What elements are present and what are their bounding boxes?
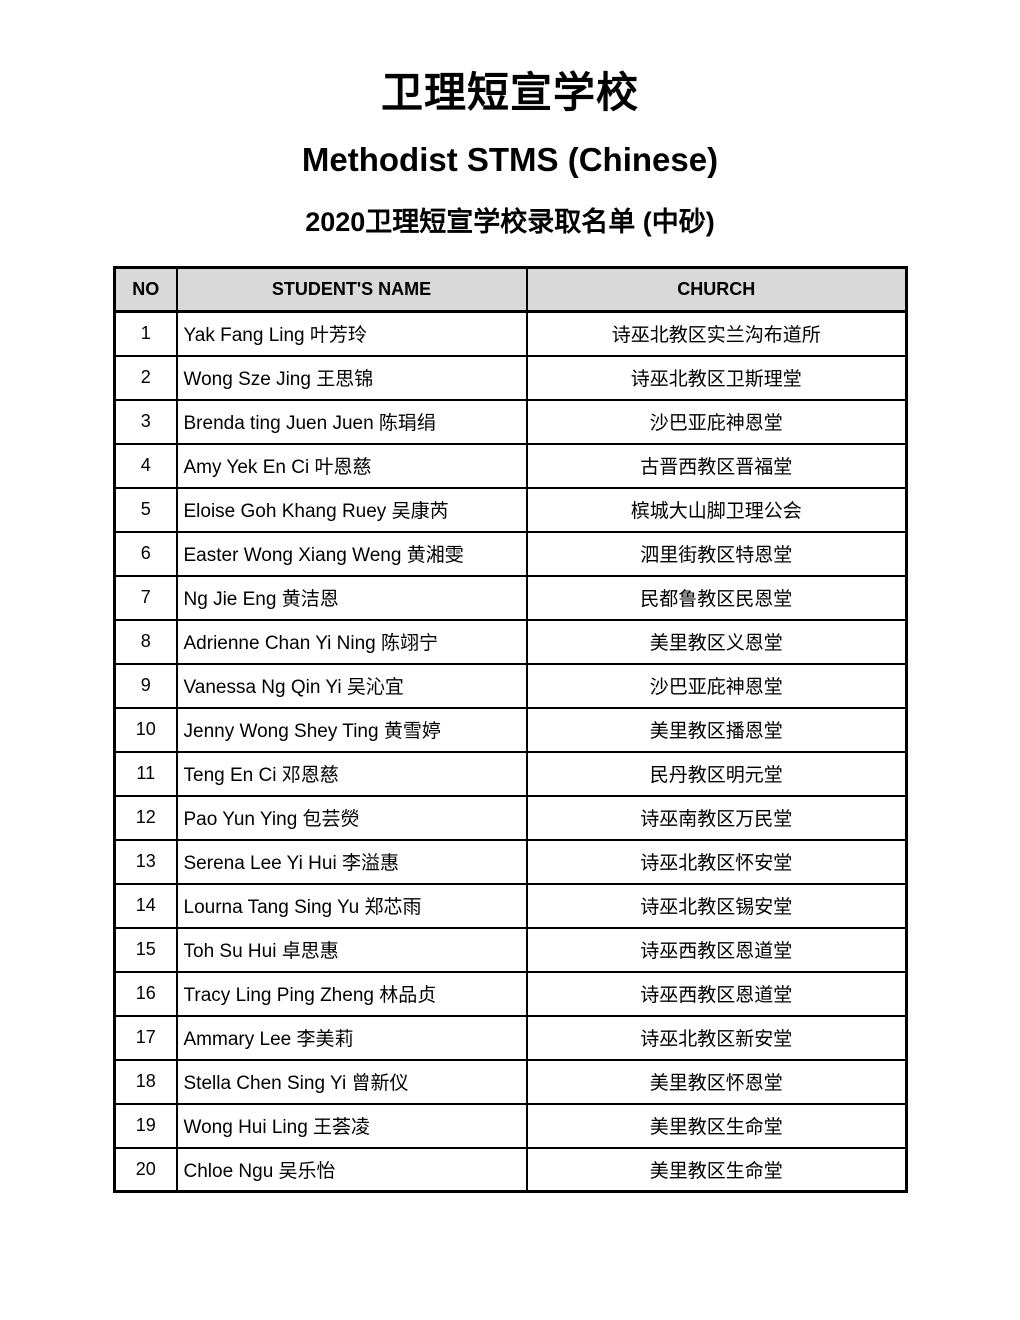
cell-no: 12 (113, 794, 178, 841)
cell-church: 美里教区播恩堂 (525, 706, 908, 753)
cell-student-name: Chloe Ngu 吴乐怡 (175, 1146, 528, 1193)
cell-church: 沙巴亚庇神恩堂 (525, 398, 908, 445)
cell-student-name: Eloise Goh Khang Ruey 吴康芮 (175, 486, 528, 533)
cell-church: 沙巴亚庇神恩堂 (525, 662, 908, 709)
document-header: 卫理短宣学校 Methodist STMS (Chinese) 2020卫理短宣… (0, 0, 1020, 238)
cell-student-name: Wong Sze Jing 王思锦 (175, 354, 528, 401)
cell-no: 6 (113, 530, 178, 577)
cell-church: 古晋西教区晋福堂 (525, 442, 908, 489)
table-row: 20 Chloe Ngu 吴乐怡 美里教区生命堂 (113, 1146, 908, 1193)
table-row: 4 Amy Yek En Ci 叶恩慈 古晋西教区晋福堂 (113, 442, 908, 489)
cell-church: 美里教区义恩堂 (525, 618, 908, 665)
page-subtitle-admission-list: 2020卫理短宣学校录取名单 (中砂) (305, 207, 715, 238)
cell-church: 美里教区生命堂 (525, 1146, 908, 1193)
cell-student-name: Amy Yek En Ci 叶恩慈 (175, 442, 528, 489)
table-row: 15 Toh Su Hui 卓思惠 诗巫西教区恩道堂 (113, 926, 908, 973)
cell-no: 7 (113, 574, 178, 621)
cell-no: 20 (113, 1146, 178, 1193)
table-body: 1 Yak Fang Ling 叶芳玲 诗巫北教区实兰沟布道所 2 Wong S… (113, 310, 908, 1193)
cell-student-name: Ng Jie Eng 黄洁恩 (175, 574, 528, 621)
cell-no: 15 (113, 926, 178, 973)
cell-no: 17 (113, 1014, 178, 1061)
table-row: 5 Eloise Goh Khang Ruey 吴康芮 槟城大山脚卫理公会 (113, 486, 908, 533)
table-row: 9 Vanessa Ng Qin Yi 吴沁宜 沙巴亚庇神恩堂 (113, 662, 908, 709)
page-title-chinese: 卫理短宣学校 (380, 69, 639, 116)
cell-student-name: Pao Yun Ying 包芸熒 (175, 794, 528, 841)
cell-church: 美里教区怀恩堂 (525, 1058, 908, 1105)
table-row: 8 Adrienne Chan Yi Ning 陈翊宁 美里教区义恩堂 (113, 618, 908, 665)
cell-church: 诗巫北教区怀安堂 (525, 838, 908, 885)
cell-church: 诗巫北教区卫斯理堂 (525, 354, 908, 401)
cell-no: 5 (113, 486, 178, 533)
cell-student-name: Tracy Ling Ping Zheng 林品贞 (175, 970, 528, 1017)
cell-no: 3 (113, 398, 178, 445)
cell-no: 16 (113, 970, 178, 1017)
table-header-row: NO STUDENT'S NAME CHURCH (113, 266, 908, 314)
cell-student-name: Easter Wong Xiang Weng 黄湘雯 (175, 530, 528, 577)
cell-no: 14 (113, 882, 178, 929)
table-row: 19 Wong Hui Ling 王荟凌 美里教区生命堂 (113, 1102, 908, 1149)
cell-no: 10 (113, 706, 178, 753)
table-row: 12 Pao Yun Ying 包芸熒 诗巫南教区万民堂 (113, 794, 908, 841)
cell-student-name: Brenda ting Juen Juen 陈琄绢 (175, 398, 528, 445)
table-row: 10 Jenny Wong Shey Ting 黄雪婷 美里教区播恩堂 (113, 706, 908, 753)
cell-student-name: Yak Fang Ling 叶芳玲 (175, 310, 528, 357)
cell-church: 槟城大山脚卫理公会 (525, 486, 908, 533)
cell-no: 9 (113, 662, 178, 709)
cell-church: 民丹教区明元堂 (525, 750, 908, 797)
cell-student-name: Toh Su Hui 卓思惠 (175, 926, 528, 973)
cell-no: 4 (113, 442, 178, 489)
table-row: 16 Tracy Ling Ping Zheng 林品贞 诗巫西教区恩道堂 (113, 970, 908, 1017)
cell-student-name: Wong Hui Ling 王荟凌 (175, 1102, 528, 1149)
cell-student-name: Lourna Tang Sing Yu 郑芯雨 (175, 882, 528, 929)
table-row: 1 Yak Fang Ling 叶芳玲 诗巫北教区实兰沟布道所 (113, 310, 908, 357)
table-row: 18 Stella Chen Sing Yi 曾新仪 美里教区怀恩堂 (113, 1058, 908, 1105)
cell-church: 诗巫南教区万民堂 (525, 794, 908, 841)
cell-no: 8 (113, 618, 178, 665)
cell-no: 1 (113, 310, 178, 357)
cell-church: 诗巫西教区恩道堂 (525, 926, 908, 973)
cell-no: 18 (113, 1058, 178, 1105)
table-row: 13 Serena Lee Yi Hui 李溢惠 诗巫北教区怀安堂 (113, 838, 908, 885)
cell-church: 诗巫西教区恩道堂 (525, 970, 908, 1017)
cell-student-name: Jenny Wong Shey Ting 黄雪婷 (175, 706, 528, 753)
table-row: 6 Easter Wong Xiang Weng 黄湘雯 泗里街教区特恩堂 (113, 530, 908, 577)
table-row: 7 Ng Jie Eng 黄洁恩 民都鲁教区民恩堂 (113, 574, 908, 621)
cell-church: 民都鲁教区民恩堂 (525, 574, 908, 621)
cell-no: 19 (113, 1102, 178, 1149)
cell-church: 诗巫北教区新安堂 (525, 1014, 908, 1061)
table-row: 3 Brenda ting Juen Juen 陈琄绢 沙巴亚庇神恩堂 (113, 398, 908, 445)
admission-list-table: NO STUDENT'S NAME CHURCH 1 Yak Fang Ling… (113, 266, 908, 1194)
cell-no: 13 (113, 838, 178, 885)
cell-no: 2 (113, 354, 178, 401)
column-header-church: CHURCH (525, 266, 908, 314)
table-row: 14 Lourna Tang Sing Yu 郑芯雨 诗巫北教区锡安堂 (113, 882, 908, 929)
cell-church: 诗巫北教区实兰沟布道所 (525, 310, 908, 357)
cell-student-name: Ammary Lee 李美莉 (175, 1014, 528, 1061)
cell-church: 诗巫北教区锡安堂 (525, 882, 908, 929)
cell-church: 美里教区生命堂 (525, 1102, 908, 1149)
cell-student-name: Serena Lee Yi Hui 李溢惠 (175, 838, 528, 885)
cell-church: 泗里街教区特恩堂 (525, 530, 908, 577)
cell-student-name: Teng En Ci 邓恩慈 (175, 750, 528, 797)
table-header: NO STUDENT'S NAME CHURCH (113, 266, 908, 314)
column-header-student-name: STUDENT'S NAME (175, 266, 528, 314)
cell-no: 11 (113, 750, 178, 797)
table-row: 17 Ammary Lee 李美莉 诗巫北教区新安堂 (113, 1014, 908, 1061)
cell-student-name: Adrienne Chan Yi Ning 陈翊宁 (175, 618, 528, 665)
cell-student-name: Vanessa Ng Qin Yi 吴沁宜 (175, 662, 528, 709)
page-title-english: Methodist STMS (Chinese) (301, 141, 719, 179)
table-row: 2 Wong Sze Jing 王思锦 诗巫北教区卫斯理堂 (113, 354, 908, 401)
table-row: 11 Teng En Ci 邓恩慈 民丹教区明元堂 (113, 750, 908, 797)
cell-student-name: Stella Chen Sing Yi 曾新仪 (175, 1058, 528, 1105)
column-header-no: NO (113, 266, 178, 314)
